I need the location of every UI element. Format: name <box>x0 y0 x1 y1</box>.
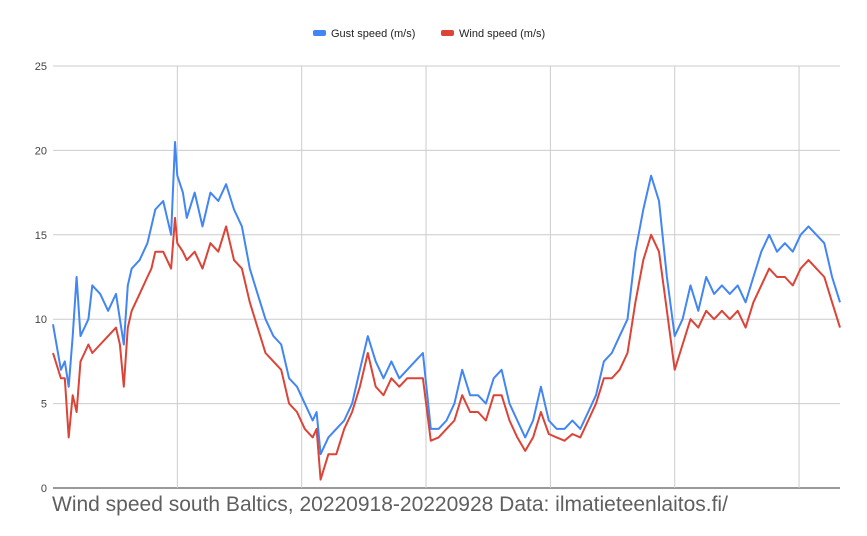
y-tick-labels: 0 5 10 15 20 25 <box>35 61 47 495</box>
y-tick-label-25: 25 <box>35 61 47 73</box>
chart-caption: Wind speed south Baltics, 20220918-20220… <box>52 493 728 516</box>
legend-label-gust: Gust speed (m/s) <box>331 28 415 40</box>
legend-swatch-wind <box>441 30 454 36</box>
legend-swatch-gust <box>313 30 326 36</box>
y-tick-label-5: 5 <box>41 399 47 411</box>
y-tick-label-15: 15 <box>35 230 47 242</box>
y-tick-label-0: 0 <box>41 483 47 495</box>
series-layer <box>52 141 841 481</box>
legend-label-wind: Wind speed (m/s) <box>459 28 545 40</box>
grid-layer <box>53 65 840 489</box>
gust-speed-line <box>52 141 841 456</box>
y-tick-label-20: 20 <box>35 145 47 157</box>
wind-speed-line <box>52 216 841 481</box>
y-tick-label-10: 10 <box>35 314 47 326</box>
legend: Gust speed (m/s) Wind speed (m/s) <box>313 28 545 40</box>
